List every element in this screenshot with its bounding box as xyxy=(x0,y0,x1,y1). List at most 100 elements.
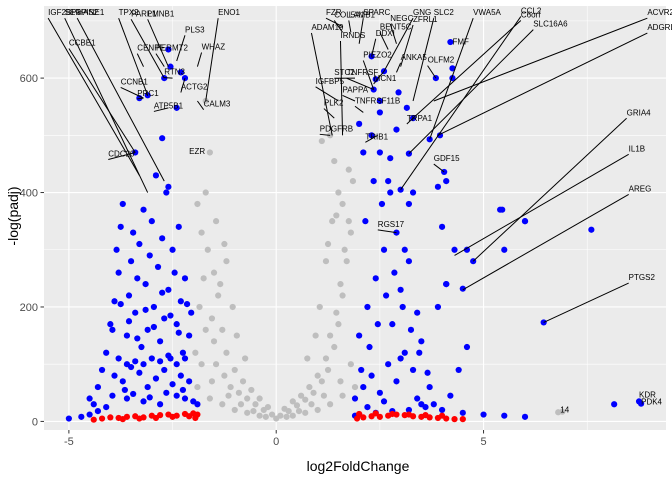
data-point xyxy=(163,389,170,396)
label-segment xyxy=(136,53,144,67)
data-point xyxy=(304,355,311,362)
data-point xyxy=(463,343,471,351)
gene-label: SLC2 xyxy=(434,8,455,17)
data-point xyxy=(451,246,458,253)
gene-label: ADGRL3 xyxy=(647,23,672,32)
data-point xyxy=(219,401,226,408)
data-point xyxy=(289,398,296,405)
data-point xyxy=(200,275,207,282)
data-point xyxy=(414,309,421,316)
gene-label: TNFRSF11B xyxy=(355,96,400,105)
data-point xyxy=(159,289,166,296)
label-segment xyxy=(472,117,627,262)
gene-label: LAMB1 xyxy=(349,10,376,19)
gene-label: PIEZO2 xyxy=(363,50,392,59)
data-point xyxy=(130,390,137,398)
data-point xyxy=(152,172,160,179)
data-point xyxy=(376,149,383,156)
data-point xyxy=(179,349,187,356)
data-point xyxy=(393,126,400,133)
data-point xyxy=(111,372,118,379)
data-point xyxy=(501,412,508,419)
data-point xyxy=(638,400,645,407)
gene-label: WHAZ xyxy=(202,42,226,51)
data-point xyxy=(358,366,365,374)
data-point xyxy=(223,349,230,356)
data-point xyxy=(262,413,269,420)
data-point xyxy=(320,392,327,399)
data-point xyxy=(289,412,296,419)
data-point xyxy=(424,369,431,376)
data-point xyxy=(221,240,228,248)
data-point xyxy=(250,408,257,415)
gene-label: CENPF xyxy=(137,44,164,53)
data-point xyxy=(364,303,371,311)
data-point xyxy=(161,366,168,374)
gene-label: PLS3 xyxy=(185,25,205,34)
data-point xyxy=(231,406,238,414)
data-point xyxy=(140,361,147,368)
data-point xyxy=(360,149,367,156)
data-point xyxy=(611,401,618,408)
data-point xyxy=(405,411,413,418)
data-point xyxy=(422,412,429,419)
data-point xyxy=(119,200,126,208)
data-point xyxy=(142,306,149,313)
data-point xyxy=(233,332,240,339)
label-segment xyxy=(120,86,144,99)
label-segment xyxy=(68,48,136,153)
gene-label: EZR xyxy=(189,147,205,156)
data-point xyxy=(136,369,143,376)
data-point xyxy=(588,226,595,233)
data-point xyxy=(341,246,348,253)
label-segment xyxy=(429,17,474,140)
y-tick-label: 600 xyxy=(20,73,38,85)
data-point xyxy=(438,406,446,414)
data-point xyxy=(343,258,350,265)
data-point xyxy=(194,200,201,208)
data-point xyxy=(385,177,392,185)
data-point xyxy=(173,321,180,328)
label-segment xyxy=(389,23,397,44)
data-point xyxy=(395,89,402,96)
data-point xyxy=(177,298,184,305)
data-point xyxy=(103,349,110,356)
data-point xyxy=(208,378,216,385)
data-point xyxy=(391,269,398,276)
y-axis-ticks: 0 200 400 600 xyxy=(20,73,44,428)
data-point xyxy=(117,223,124,230)
data-point xyxy=(154,263,162,271)
data-point xyxy=(401,246,408,253)
data-point xyxy=(312,332,319,339)
label-segment xyxy=(408,29,534,154)
data-point xyxy=(372,275,379,282)
data-point xyxy=(387,189,394,196)
gene-label: ATP5B1 xyxy=(154,101,184,110)
data-point xyxy=(308,401,315,408)
data-point xyxy=(242,355,249,362)
data-point xyxy=(331,343,338,351)
label-segment xyxy=(406,117,414,125)
data-point xyxy=(335,189,342,196)
data-point xyxy=(127,258,135,265)
y-tick-label: 200 xyxy=(20,302,38,314)
data-point xyxy=(119,416,126,423)
gene-label: PARP1 xyxy=(131,9,157,18)
data-point xyxy=(206,395,213,402)
label-segment xyxy=(427,65,437,79)
data-point xyxy=(322,258,330,265)
data-point xyxy=(347,361,354,368)
data-point xyxy=(98,415,106,422)
data-point xyxy=(167,63,174,70)
label-segment xyxy=(196,52,203,67)
data-point xyxy=(347,229,354,236)
data-point xyxy=(455,366,462,374)
data-point xyxy=(256,412,263,419)
data-point xyxy=(109,392,116,399)
data-point xyxy=(239,378,247,385)
data-point xyxy=(202,189,209,196)
data-point xyxy=(438,412,446,419)
y-tick-label: 400 xyxy=(20,188,38,200)
label-segment xyxy=(543,282,629,323)
